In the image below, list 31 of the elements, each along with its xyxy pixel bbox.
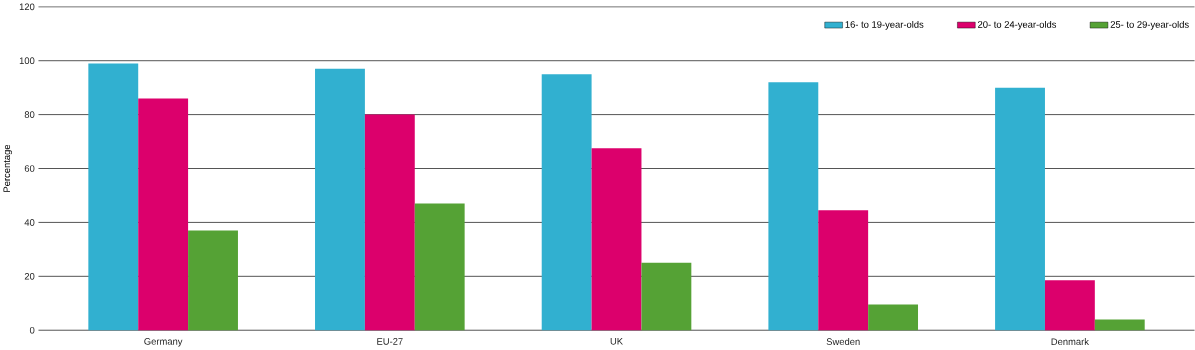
y-axis-title: Percentage [3, 144, 12, 192]
bar [88, 63, 139, 331]
y-tick-label: 0 [29, 326, 35, 334]
y-tick-label: 80 [24, 111, 35, 118]
bar [414, 203, 465, 331]
y-tick-label: 20 [24, 272, 35, 280]
bar [1094, 319, 1145, 331]
legend-label: 25- to 29-year-olds [1110, 20, 1189, 30]
bar [1044, 280, 1095, 331]
bar [868, 304, 919, 331]
x-tick-label: EU-27 [377, 338, 403, 345]
bar [364, 114, 415, 331]
bar [768, 82, 819, 331]
bar [315, 68, 365, 331]
bar [995, 87, 1045, 331]
y-tick-label: 60 [24, 165, 35, 172]
bar [138, 98, 189, 331]
bar [591, 148, 642, 331]
y-tick-label: 120 [19, 3, 35, 11]
y-tick-label: 40 [24, 219, 35, 226]
x-tick-label: Sweden [826, 338, 860, 345]
legend-label: 20- to 24-year-olds [978, 20, 1057, 30]
x-tick-label: Denmark [1051, 338, 1089, 345]
legend-label: 16- to 19-year-olds [845, 20, 924, 30]
bar [188, 230, 238, 331]
x-tick-label: Germany [144, 338, 183, 347]
x-tick-label: UK [610, 338, 623, 345]
y-tick-label: 100 [19, 57, 35, 64]
bar [641, 262, 692, 331]
bar [818, 210, 869, 331]
bar [541, 74, 592, 331]
